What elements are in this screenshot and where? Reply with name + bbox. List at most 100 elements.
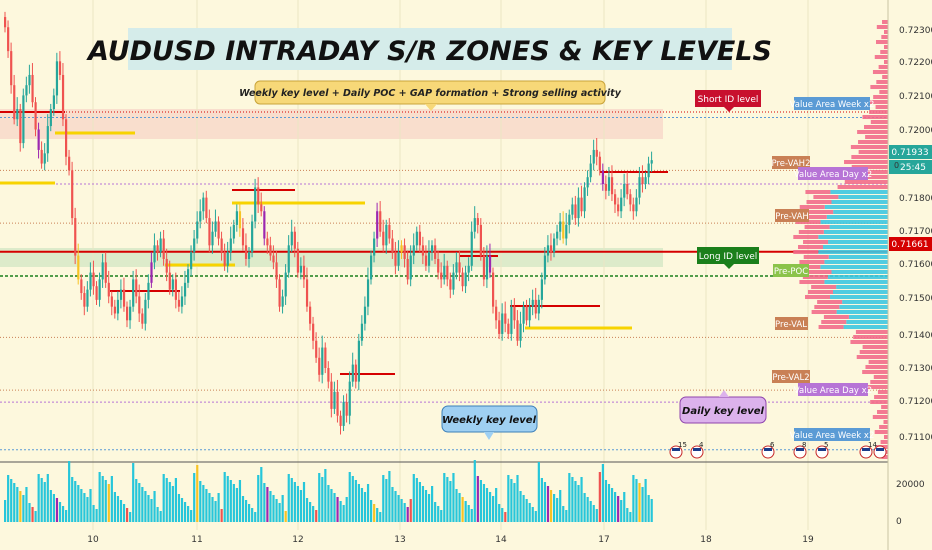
time-tick: 10 (87, 535, 99, 545)
event-flag-icon[interactable] (873, 445, 887, 459)
profile-bar (793, 250, 819, 254)
candle-body (510, 306, 513, 334)
candle-body (275, 262, 278, 280)
daily-annotation: Daily key level (682, 406, 764, 417)
event-count: 5 (824, 441, 828, 449)
candle-body (269, 245, 272, 256)
volume-bar (580, 477, 583, 522)
profile-bar (881, 35, 888, 39)
volume-bar (540, 478, 543, 522)
volume-bar (290, 478, 293, 522)
candle-body (629, 194, 632, 205)
profile-bar (842, 300, 888, 304)
pre-vah-label: Pre-VAH (775, 212, 809, 222)
event-count: 6 (770, 441, 775, 449)
profile-bar (817, 300, 843, 304)
candle-body (25, 85, 28, 96)
profile-bar (876, 40, 888, 44)
volume-bar (424, 490, 428, 522)
volume-bar (565, 510, 568, 522)
candle-body (650, 160, 653, 164)
volume-bar (275, 499, 278, 522)
candle-body (546, 245, 550, 256)
candle-body (58, 61, 62, 75)
candle-body (348, 381, 351, 416)
profile-bar (824, 280, 888, 284)
candle-body (485, 255, 489, 280)
long-id-pointer (724, 264, 734, 269)
candle-body (504, 313, 507, 324)
candle-body (327, 368, 330, 382)
time-tick: 17 (598, 535, 609, 545)
va-week-top-label: Value Area Week x2 (790, 100, 875, 110)
candle-body (626, 184, 629, 195)
volume-bar (284, 511, 287, 522)
candle-body (16, 109, 19, 120)
va-day-top-box (798, 167, 868, 180)
pre-vah2-box (772, 156, 810, 169)
pre-poc-box (773, 264, 809, 277)
volume-bar (16, 487, 19, 522)
candle-body (458, 262, 461, 273)
profile-bar (798, 230, 824, 234)
profile-bar (798, 245, 824, 249)
volume-bar (479, 480, 482, 522)
volume-bar (232, 484, 235, 522)
candle-body (37, 129, 40, 150)
profile-bar (826, 215, 888, 219)
candle-body (409, 255, 412, 280)
volume-bar (476, 476, 479, 522)
volume-bar (370, 500, 373, 522)
profile-bar (857, 130, 888, 134)
profile-bar (833, 290, 888, 294)
event-flag-stripe (693, 448, 701, 451)
volume-bar (129, 512, 132, 522)
profile-bar (873, 95, 888, 99)
profile-bar (865, 365, 888, 369)
va-day-bottom-box (798, 383, 868, 396)
profile-bar (851, 155, 888, 159)
profile-bar (821, 320, 847, 324)
candle-body (522, 306, 525, 324)
profile-bar (823, 245, 888, 249)
volume-bar (345, 497, 348, 522)
candle-body (40, 149, 43, 164)
volume-bar (409, 499, 412, 522)
volume-bar (244, 500, 248, 522)
candle-body (144, 299, 147, 324)
candle-body (95, 286, 98, 300)
candle-body (126, 306, 129, 321)
profile-bar (805, 190, 831, 194)
candle-body (443, 265, 446, 280)
candle-body (421, 245, 425, 256)
candle-body (607, 177, 611, 191)
candle-body (132, 279, 135, 307)
volume-bar (52, 494, 55, 522)
volume-bar (635, 479, 638, 522)
volume-bar (238, 480, 242, 522)
volume-bar (187, 506, 190, 522)
candle-body (379, 211, 382, 232)
volume-bar (165, 478, 168, 522)
candle-body (376, 211, 379, 239)
volume-bar (40, 478, 43, 522)
candle-body (138, 296, 141, 314)
profile-bar (823, 315, 849, 319)
candle-body (80, 279, 83, 294)
volume-bar (126, 508, 129, 522)
candle-body (543, 255, 547, 280)
candle-body (513, 306, 516, 321)
va-week-top-box (794, 97, 870, 110)
volume-bar (589, 501, 592, 522)
profile-bar (846, 320, 888, 324)
profile-bar (880, 50, 888, 54)
short-id-label-box (695, 90, 761, 107)
volume-bar (141, 487, 144, 522)
candle-body (205, 197, 208, 219)
profile-bar (883, 420, 888, 424)
profile-bar (813, 195, 839, 199)
profile-bar (802, 275, 828, 279)
candle-body (74, 218, 77, 256)
